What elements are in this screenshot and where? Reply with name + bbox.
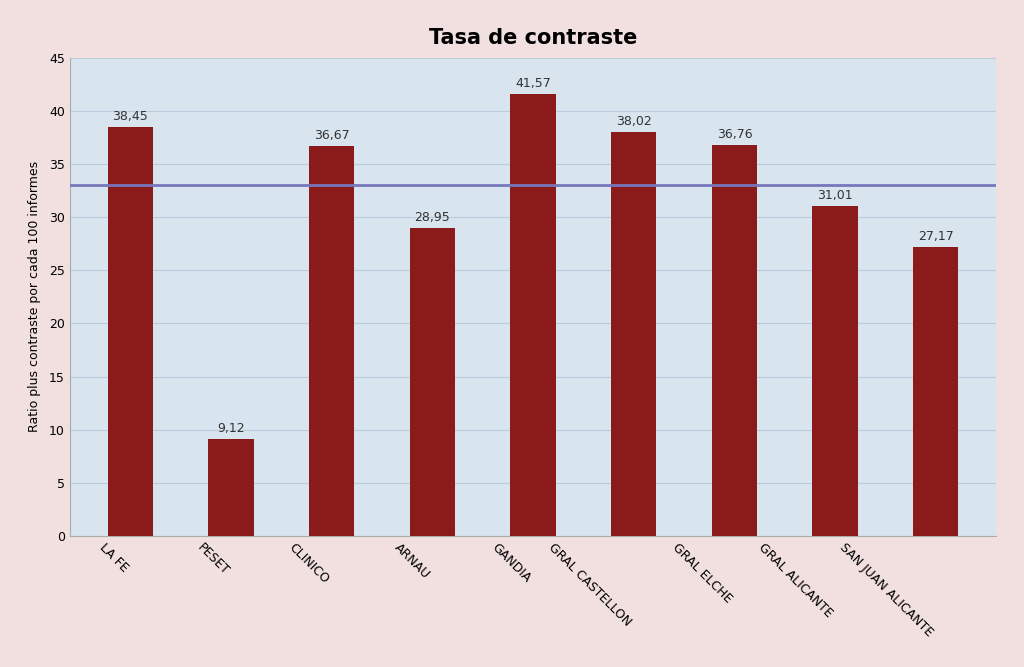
Bar xyxy=(108,127,153,536)
Bar xyxy=(611,132,656,536)
Text: 36,76: 36,76 xyxy=(717,128,753,141)
Text: 27,17: 27,17 xyxy=(918,230,953,243)
Y-axis label: Ratio plus contraste por cada 100 informes: Ratio plus contraste por cada 100 inform… xyxy=(28,161,41,432)
Text: 9,12: 9,12 xyxy=(217,422,245,435)
Title: Tasa de contraste: Tasa de contraste xyxy=(429,28,637,48)
Bar xyxy=(208,439,254,536)
Text: 41,57: 41,57 xyxy=(515,77,551,90)
Text: 28,95: 28,95 xyxy=(415,211,451,224)
Bar xyxy=(309,146,354,536)
Text: 31,01: 31,01 xyxy=(817,189,853,202)
Bar xyxy=(913,247,958,536)
Bar xyxy=(812,206,858,536)
Bar xyxy=(510,94,556,536)
Text: 38,02: 38,02 xyxy=(615,115,651,127)
Text: 36,67: 36,67 xyxy=(313,129,349,142)
Bar xyxy=(410,228,455,536)
Text: 38,45: 38,45 xyxy=(113,110,148,123)
Bar xyxy=(712,145,757,536)
